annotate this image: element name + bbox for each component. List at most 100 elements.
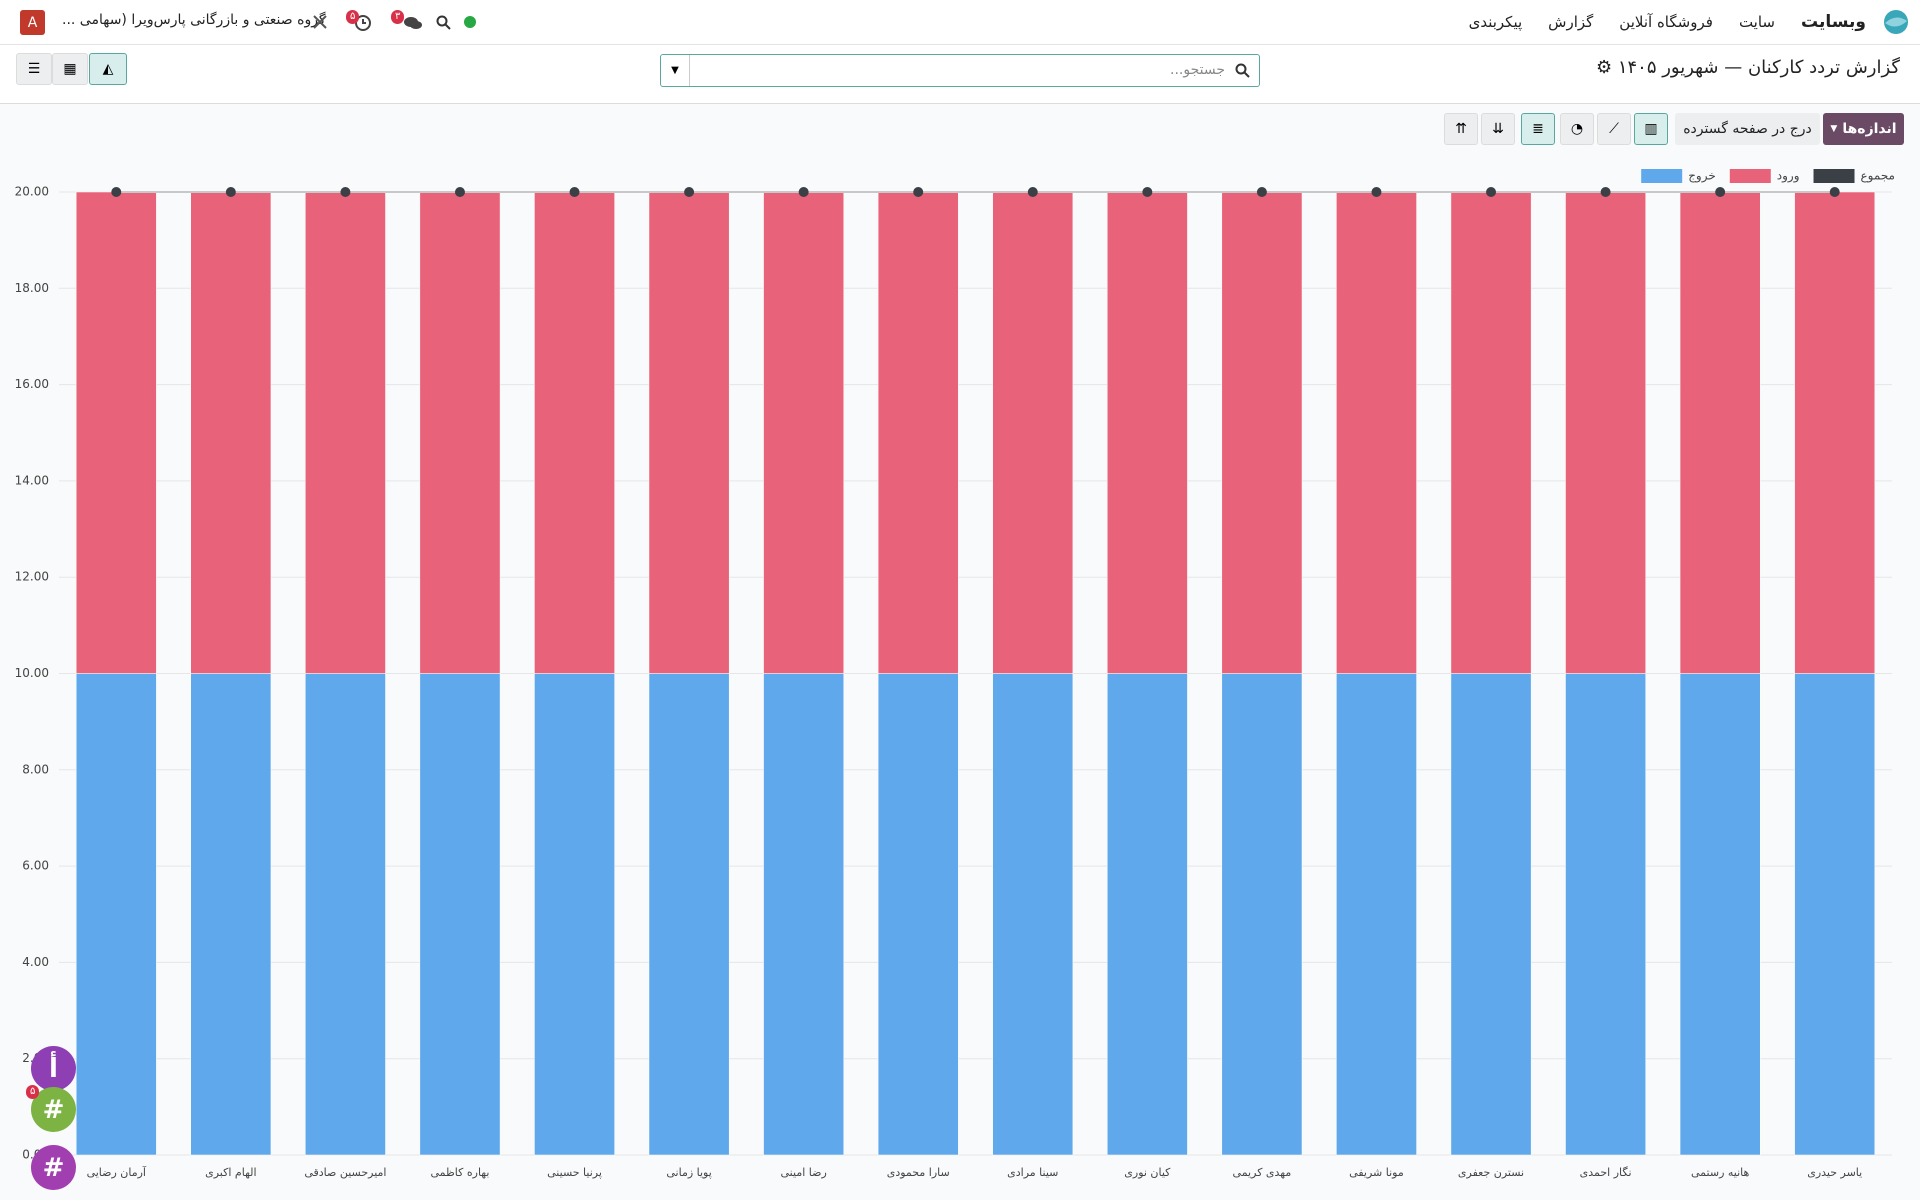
bar-segment [1794, 191, 1876, 674]
bar-segment [1565, 673, 1646, 1156]
bar-segment [992, 673, 1074, 1156]
pie-chart-button[interactable]: ◔ [1560, 113, 1594, 145]
legend-label: خروج [1688, 169, 1716, 184]
y-tick-label: 10.00 [15, 666, 49, 680]
search-icon[interactable] [436, 15, 451, 30]
chat-bubble-badge: ۵ [26, 1085, 40, 1099]
x-tick-label: مونا شریفی [1349, 1166, 1404, 1179]
total-point [225, 187, 236, 197]
chat-bubble[interactable]: أ [31, 1046, 76, 1091]
bar-segment [190, 191, 272, 674]
title-text: گزارش تردد کارکنان — شهریور ۱۴۰۵ [1617, 57, 1900, 78]
y-tick-label: 18.00 [15, 281, 49, 295]
menu-item[interactable]: گزارش [1548, 13, 1594, 31]
bar-segment [1221, 673, 1303, 1156]
navbar: وبسایت سایت فروشگاه آنلاین گزارش پیکربند… [0, 0, 1920, 45]
total-point [569, 187, 580, 197]
bar-segment [1221, 191, 1303, 674]
bar-segment [305, 191, 386, 674]
bar-segment [1565, 191, 1646, 674]
bar-segment [1336, 191, 1417, 674]
chat-bubble[interactable]: # [31, 1145, 76, 1190]
menu: وبسایت سایت فروشگاه آنلاین گزارش پیکربند… [1469, 0, 1866, 44]
menu-item[interactable]: سایت [1738, 13, 1775, 31]
x-tick-label: آرمان رضایی [87, 1165, 147, 1179]
bar-segment [75, 673, 157, 1156]
company-switcher[interactable]: گروه صنعتی و بازرگانی پارس‌ویرا (سهامی .… [62, 12, 326, 28]
total-point [340, 187, 351, 197]
measures-button[interactable]: ▼ اندازه‌ها [1823, 113, 1904, 145]
bar-segment [534, 673, 615, 1156]
brand-logo [1884, 10, 1908, 34]
y-tick-label: 4.00 [22, 955, 49, 969]
pivot-view-button[interactable]: ▦ [52, 53, 88, 85]
x-tick-label: نسترن جعفری [1458, 1166, 1524, 1179]
total-point [1486, 187, 1497, 197]
x-tick-label: مهدی کریمی [1233, 1166, 1292, 1179]
bar-segment [1336, 673, 1417, 1156]
debug-icon[interactable] [312, 14, 328, 30]
x-tick-label: کیان نوری [1124, 1166, 1171, 1179]
legend-swatch [1641, 169, 1683, 183]
sort-desc-button[interactable]: ⇊ [1481, 113, 1515, 145]
x-tick-label: پویا زمانی [666, 1166, 711, 1179]
y-tick-label: 14.00 [15, 473, 49, 487]
total-point [1371, 187, 1382, 197]
x-tick-label: هانیه رستمی [1691, 1166, 1750, 1179]
stacked-button[interactable]: ≣ [1521, 113, 1555, 145]
total-point [1256, 187, 1267, 197]
bar-segment [1106, 191, 1188, 674]
bar-segment [419, 673, 501, 1156]
graph-view-button[interactable]: ◭ [89, 53, 127, 85]
page-title: گزارش تردد کارکنان — شهریور ۱۴۰۵ ⚙ [1596, 57, 1900, 78]
total-point [1142, 187, 1153, 197]
legend-label: مجموع [1861, 169, 1895, 184]
menu-item[interactable]: پیکربندی [1468, 13, 1523, 31]
sort-asc-button[interactable]: ⇈ [1444, 113, 1478, 145]
bar-segment [1106, 673, 1188, 1156]
list-view-button[interactable]: ☰ [16, 53, 52, 85]
bar-segment [305, 673, 386, 1156]
x-tick-label: سینا مرادی [1007, 1166, 1058, 1179]
bar-segment [1450, 191, 1532, 674]
bar-segment [419, 191, 501, 674]
bar-segment [877, 673, 959, 1156]
bar-segment [648, 191, 730, 674]
activity-badge: ۵ [346, 10, 360, 24]
menu-item[interactable]: فروشگاه آنلاین [1619, 13, 1713, 31]
y-tick-label: 6.00 [22, 859, 49, 873]
search-toggle[interactable]: ▼ [661, 55, 690, 86]
bar-segment [1450, 673, 1532, 1156]
brand[interactable]: وبسایت [1800, 12, 1866, 32]
x-tick-label: یاسر حیدری [1807, 1166, 1862, 1179]
bar-segment [877, 191, 959, 674]
chat-icon[interactable] [402, 14, 424, 32]
total-point [684, 187, 695, 197]
search-box[interactable]: ▼ جستجو... [660, 54, 1260, 87]
total-point [1027, 187, 1038, 197]
total-point [1600, 187, 1611, 197]
measures-label: اندازه‌ها [1842, 121, 1897, 137]
avatar[interactable]: A [20, 10, 45, 35]
total-point [1715, 187, 1726, 197]
search-icon [1235, 63, 1250, 78]
y-tick-label: 8.00 [22, 762, 49, 776]
y-tick-label: 12.00 [15, 570, 49, 584]
total-point [913, 187, 924, 197]
bar-segment [992, 191, 1074, 674]
gear-icon[interactable]: ⚙ [1595, 57, 1613, 78]
activity-icon[interactable] [354, 14, 372, 32]
bar-segment [1679, 673, 1761, 1156]
x-tick-label: سارا محمودی [887, 1166, 950, 1179]
legend-swatch [1813, 169, 1855, 183]
legend-swatch [1729, 169, 1771, 183]
total-point [111, 187, 122, 197]
x-tick-label: رضا امینی [781, 1166, 827, 1179]
insert-spreadsheet-button[interactable]: درج در صفحه گسترده [1675, 113, 1820, 145]
bar-chart-button[interactable]: ▥ [1634, 113, 1668, 145]
line-chart-button[interactable]: ⟋ [1597, 113, 1631, 145]
x-tick-label: امیرحسین صادقی [304, 1166, 386, 1179]
x-tick-label: الهام اکبری [205, 1166, 256, 1179]
